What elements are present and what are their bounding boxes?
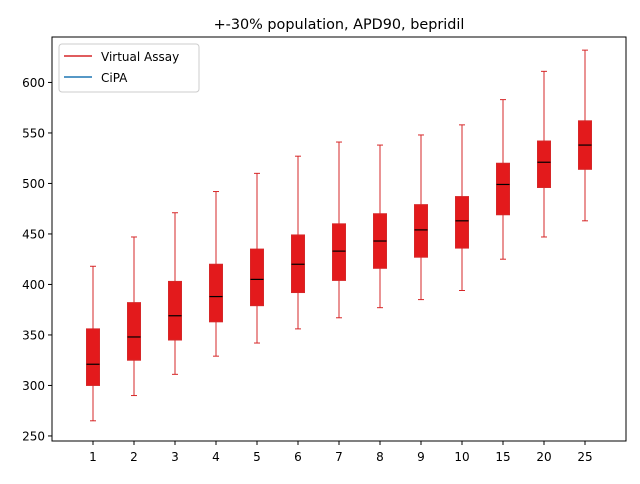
x-tick-label: 2	[130, 450, 138, 464]
box-4	[209, 191, 223, 357]
y-tick-label: 550	[22, 126, 45, 140]
iqr-box	[496, 162, 510, 216]
y-tick-label: 350	[22, 328, 45, 342]
box-7	[332, 141, 346, 319]
iqr-box	[86, 328, 100, 386]
legend-box	[58, 43, 200, 93]
box-series-virtual-assay	[86, 49, 592, 422]
x-tick-label: 7	[335, 450, 343, 464]
iqr-box	[332, 223, 346, 281]
legend-label-cipa: CiPA	[101, 71, 128, 85]
iqr-box	[455, 196, 469, 249]
iqr-box	[127, 302, 141, 361]
box-25	[578, 49, 592, 222]
x-tick-label: 5	[253, 450, 261, 464]
iqr-box	[168, 280, 182, 341]
y-axis: 250 300 350 400 450 500 550 600	[22, 76, 52, 443]
box-10	[455, 124, 469, 292]
box-3	[168, 212, 182, 375]
y-tick-label: 250	[22, 429, 45, 443]
y-tick-label: 500	[22, 177, 45, 191]
box-5	[250, 172, 264, 344]
chart-title: +-30% population, APD90, bepridil	[214, 17, 465, 33]
iqr-box	[209, 263, 223, 323]
x-tick-label: 6	[294, 450, 302, 464]
x-tick-label: 25	[577, 450, 592, 464]
y-tick-label: 600	[22, 76, 45, 90]
x-tick-label: 20	[536, 450, 551, 464]
x-tick-label: 8	[376, 450, 384, 464]
legend: Virtual Assay CiPA	[58, 43, 200, 93]
iqr-box	[537, 140, 551, 188]
x-tick-label: 9	[417, 450, 425, 464]
box-8	[373, 144, 387, 309]
legend-label-virtual-assay: Virtual Assay	[101, 50, 179, 64]
box-15	[496, 99, 510, 260]
iqr-box	[414, 204, 428, 258]
y-tick-label: 400	[22, 278, 45, 292]
box-1	[86, 265, 100, 422]
box-9	[414, 134, 428, 301]
x-tick-label: 10	[454, 450, 469, 464]
y-tick-label: 450	[22, 227, 45, 241]
x-axis: 1 2 3 4 5 6 7 8 9 10 15 20 25	[89, 441, 593, 464]
y-tick-label: 300	[22, 379, 45, 393]
x-tick-label: 1	[89, 450, 97, 464]
box-2	[127, 236, 141, 397]
x-tick-label: 4	[212, 450, 220, 464]
box-20	[537, 70, 551, 238]
x-tick-label: 15	[495, 450, 510, 464]
iqr-box	[250, 248, 264, 307]
box-6	[291, 155, 305, 330]
x-tick-label: 3	[171, 450, 179, 464]
